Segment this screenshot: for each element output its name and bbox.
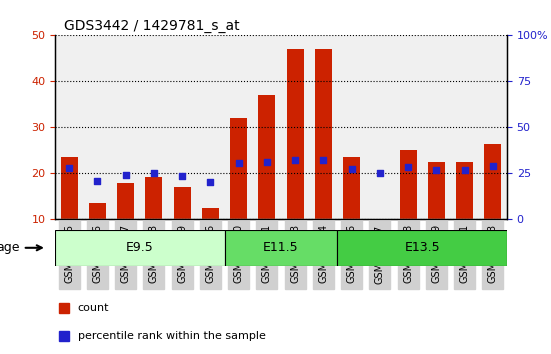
Point (432, 167, 441, 173)
Bar (230, 118, 247, 266)
Bar (145, 177, 163, 266)
FancyBboxPatch shape (224, 230, 337, 266)
Point (149, 171, 158, 176)
Point (404, 164, 413, 170)
Bar (287, 49, 304, 266)
Text: E13.5: E13.5 (404, 241, 440, 254)
Point (178, 173, 187, 179)
Point (121, 172, 130, 178)
FancyBboxPatch shape (55, 230, 224, 266)
Point (93, 178, 102, 184)
Point (234, 160, 243, 166)
Point (291, 157, 300, 162)
FancyBboxPatch shape (337, 230, 507, 266)
Text: percentile rank within the sample: percentile rank within the sample (78, 331, 266, 341)
Point (375, 170, 384, 175)
Bar (117, 183, 134, 266)
Bar (89, 203, 106, 266)
Point (206, 179, 215, 184)
Point (488, 163, 497, 169)
Bar (315, 49, 332, 266)
Text: age: age (0, 241, 42, 254)
Text: E11.5: E11.5 (263, 241, 299, 254)
Bar (399, 150, 417, 266)
Point (65, 165, 74, 171)
Bar (258, 95, 276, 266)
Bar (371, 219, 388, 266)
Bar (428, 162, 445, 266)
Text: E9.5: E9.5 (126, 241, 154, 254)
Point (347, 166, 356, 172)
Bar (343, 157, 360, 266)
Point (319, 157, 328, 162)
Bar (174, 187, 191, 266)
Bar (202, 208, 219, 266)
Text: GDS3442 / 1429781_s_at: GDS3442 / 1429781_s_at (64, 19, 240, 33)
Bar (484, 144, 501, 266)
Bar (61, 157, 78, 266)
Point (262, 160, 271, 165)
Text: count: count (78, 303, 109, 313)
Bar (456, 162, 473, 266)
Point (460, 167, 469, 173)
